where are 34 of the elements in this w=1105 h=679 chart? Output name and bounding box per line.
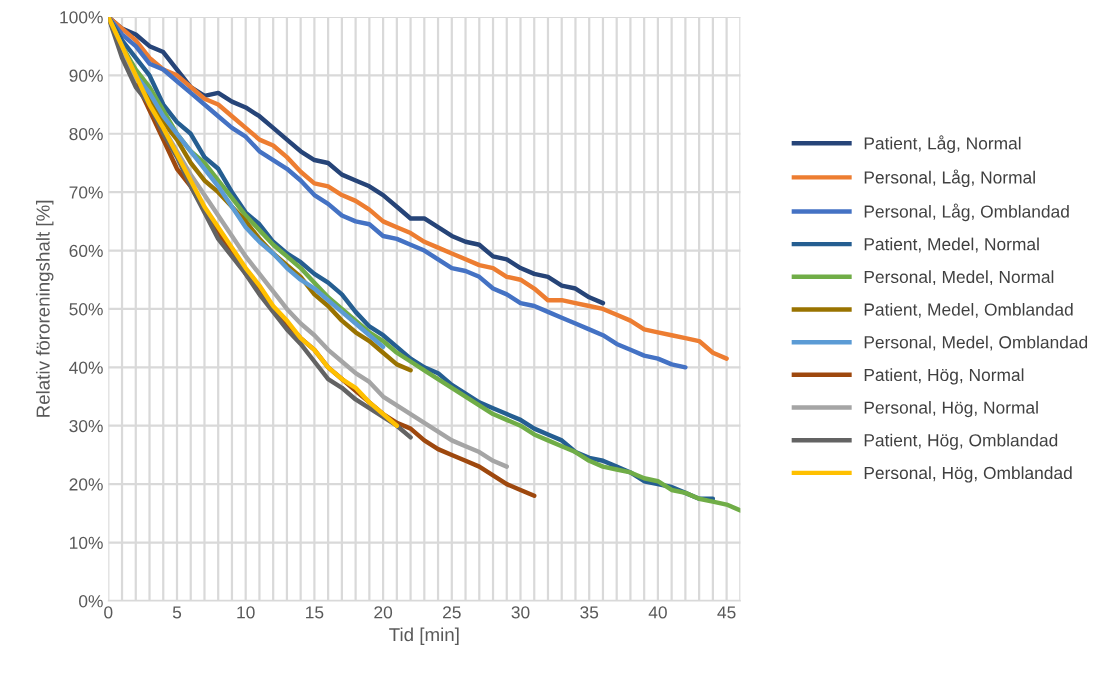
y-tick-label: 90% [69, 69, 103, 82]
legend-label: Patient, Hög, Normal [864, 368, 1024, 385]
y-axis-title: Relativ föroreningshalt [%] [35, 200, 54, 417]
y-tick-label: 60% [69, 244, 103, 258]
x-tick-label: 35 [580, 606, 599, 619]
y-tick-label: 70% [69, 186, 103, 199]
x-tick-label: 30 [511, 606, 530, 619]
legend-label: Patient, Låg, Normal [864, 135, 1021, 153]
x-axis-title: Tid [min] [389, 627, 459, 645]
y-tick-label: 40% [69, 361, 103, 374]
y-tick-label: 10% [70, 536, 103, 549]
x-tick-label: 20 [374, 606, 393, 619]
legend-label: Personal, Medel, Normal [864, 270, 1054, 286]
x-tick-label: 45 [717, 606, 736, 619]
y-tick-label: 0% [79, 595, 103, 608]
legend-label: Personal, Låg, Omblandad [864, 203, 1069, 222]
y-tick-label: 20% [69, 478, 103, 491]
x-tick-label: 40 [648, 606, 667, 619]
y-tick-label: 30% [69, 419, 103, 433]
legend-label: Personal, Låg, Normal [864, 169, 1035, 188]
legend-label: Patient, Medel, Normal [864, 237, 1039, 253]
legend-label: Personal, Medel, Omblandad [864, 335, 1088, 351]
legend-label: Personal, Hög, Omblandad [864, 466, 1072, 483]
x-tick-label: 5 [172, 606, 182, 619]
y-tick-label: 80% [69, 127, 103, 141]
legend-label: Patient, Medel, Omblandad [864, 302, 1073, 318]
y-tick-label: 100% [60, 11, 103, 24]
legend-label: Patient, Hög, Omblandad [864, 433, 1058, 450]
x-tick-label: 0 [104, 606, 113, 619]
y-tick-label: 50% [69, 303, 103, 316]
x-tick-label: 25 [443, 606, 461, 619]
x-tick-label: 10 [237, 606, 255, 619]
x-tick-label: 15 [306, 606, 324, 619]
legend-label: Personal, Hög, Normal [864, 401, 1038, 418]
